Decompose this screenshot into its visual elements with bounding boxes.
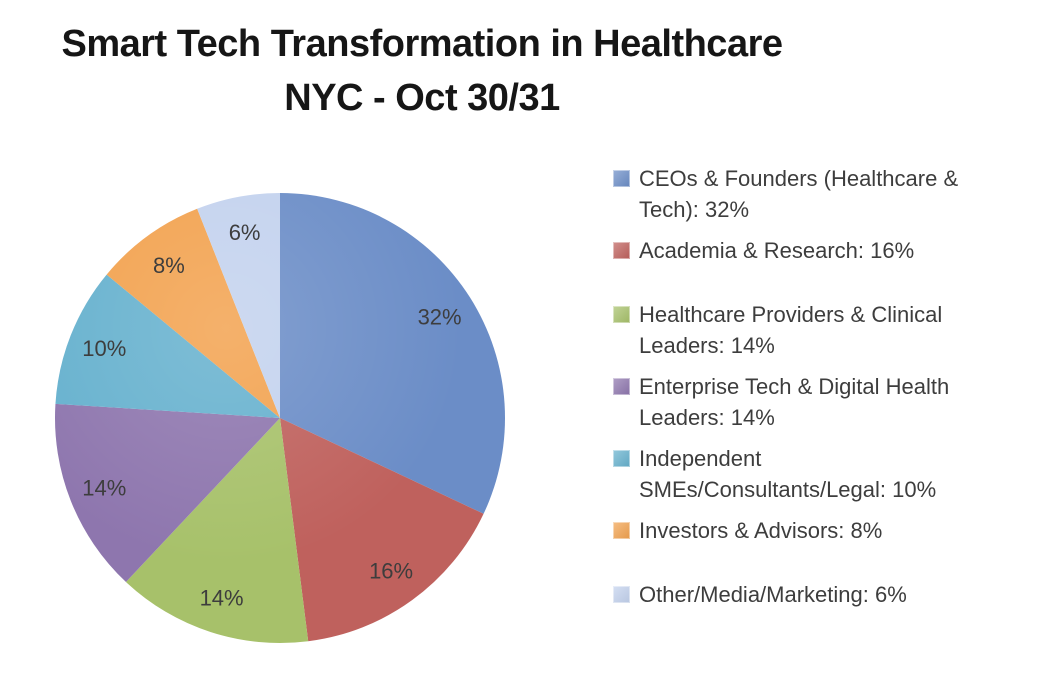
legend-swatch [613, 586, 630, 603]
legend-label: Investors & Advisors: 8% [639, 518, 883, 543]
pie-slice-label: 10% [82, 336, 126, 361]
pie-slice-label: 14% [200, 585, 244, 610]
legend-label: Enterprise Tech & Digital Health Leaders… [639, 374, 950, 430]
legend-item: Academia & Research: 16% [613, 235, 1045, 266]
legend-item: Investors & Advisors: 8% [613, 515, 1045, 546]
pie-slice-label: 32% [418, 304, 462, 329]
chart-title-line1: Smart Tech Transformation in Healthcare [61, 23, 784, 65]
pie-slice-label: 14% [82, 475, 126, 500]
pie-sheen-overlay [55, 193, 505, 643]
chart-title-line2: NYC - Oct 30/31 [284, 76, 560, 119]
legend-swatch [613, 378, 630, 395]
chart-title: Smart Tech Transformation in Healthcare … [0, 18, 844, 126]
legend-swatch [613, 522, 630, 539]
legend-item: Independent SMEs/Consultants/Legal: 10% [613, 443, 1045, 505]
legend-label: Independent SMEs/Consultants/Legal: 10% [639, 446, 937, 502]
legend-item: Healthcare Providers & Clinical Leaders:… [613, 299, 1045, 361]
legend-swatch [613, 450, 630, 467]
legend: CEOs & Founders (Healthcare & Tech): 32%… [613, 163, 1045, 610]
pie-slice-label: 8% [153, 253, 185, 278]
pie-slice-label: 16% [369, 559, 413, 584]
legend-label: Other/Media/Marketing: 6% [639, 582, 907, 607]
legend-label: CEOs & Founders (Healthcare & Tech): 32% [639, 166, 959, 222]
legend-label: Healthcare Providers & Clinical Leaders:… [639, 302, 943, 358]
legend-swatch [613, 242, 630, 259]
pie-slice-label: 6% [229, 220, 261, 245]
legend-item: Other/Media/Marketing: 6% [613, 579, 1045, 610]
pie-chart-svg: 32% 16% 14% 14% 10% 8% 6% [54, 193, 506, 644]
pie-chart: 32% 16% 14% 14% 10% 8% 6% [50, 188, 510, 648]
legend-swatch [613, 170, 630, 187]
legend-swatch [613, 306, 630, 323]
legend-item: Enterprise Tech & Digital Health Leaders… [613, 371, 1045, 433]
legend-label: Academia & Research: 16% [639, 238, 915, 263]
legend-item: CEOs & Founders (Healthcare & Tech): 32% [613, 163, 1045, 225]
